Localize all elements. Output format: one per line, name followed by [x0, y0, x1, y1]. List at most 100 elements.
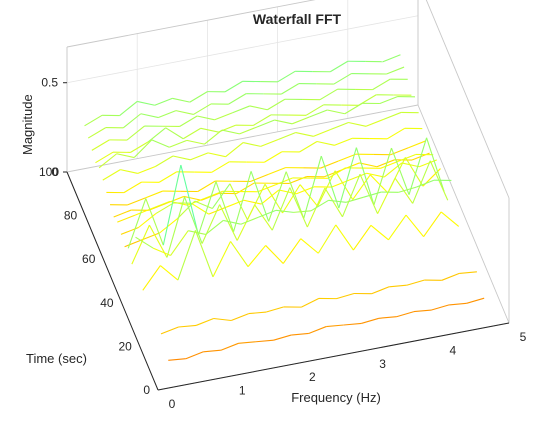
series-segment: [384, 112, 402, 119]
series-segment: [117, 215, 135, 222]
series-segment: [278, 71, 296, 81]
series-segment: [342, 174, 360, 217]
series-segment: [203, 350, 221, 352]
series-segment: [158, 111, 176, 118]
series-segment: [274, 335, 292, 340]
series-segment: [276, 210, 294, 212]
series-segment: [114, 210, 132, 217]
series-segment: [225, 81, 243, 91]
series-segment: [169, 140, 187, 147]
series-segment: [187, 140, 205, 144]
series-segment: [336, 225, 354, 250]
series-segment: [248, 245, 266, 266]
series-line: [85, 55, 401, 126]
z-tick-label: 0: [51, 165, 58, 179]
series-segment: [330, 61, 348, 71]
series-segment: [124, 182, 142, 192]
series-segment: [250, 106, 268, 110]
series-segment: [125, 240, 143, 247]
x-tick-label: 2: [309, 370, 316, 384]
series-segment: [317, 141, 335, 145]
series-segment: [127, 126, 145, 140]
series-segment: [424, 212, 442, 237]
chart-title: Waterfall FFT: [253, 11, 342, 27]
series-segment: [318, 225, 336, 253]
series-segment: [231, 241, 249, 266]
series-segment: [266, 245, 284, 263]
series-segment: [166, 128, 184, 139]
series-segment: [264, 152, 282, 162]
series-segment: [196, 319, 214, 326]
axes-box: [67, 0, 509, 390]
series-segment: [202, 205, 220, 244]
series-segment: [334, 74, 352, 84]
series-segment: [231, 314, 249, 321]
series-segment: [95, 152, 113, 162]
series-segment: [256, 340, 274, 342]
series-segment: [92, 140, 110, 150]
series-segment: [331, 122, 349, 129]
series-segment: [161, 327, 179, 334]
series-segment: [278, 133, 296, 140]
x-axis-label: Frequency (Hz): [291, 390, 381, 405]
y-axis-label: Time (sec): [26, 351, 87, 366]
series-segment: [266, 307, 284, 312]
series-segment: [353, 225, 371, 250]
series-segment: [222, 130, 240, 134]
series-segment: [123, 114, 141, 128]
series-segment: [372, 287, 390, 294]
series-segment: [449, 303, 467, 305]
series-segment: [229, 94, 247, 104]
series-segment: [195, 230, 213, 277]
series-segment: [215, 113, 233, 120]
series-segment: [244, 200, 262, 204]
series-segment: [155, 98, 173, 105]
series-segment: [141, 114, 159, 118]
series-line: [103, 112, 419, 180]
series-segment: [139, 213, 157, 227]
x-tick-label: 3: [379, 357, 386, 371]
series-segment: [441, 212, 459, 227]
axes-edge: [418, 105, 509, 323]
series-segment: [212, 162, 230, 172]
series-segment: [206, 220, 224, 234]
series-segment: [442, 273, 460, 280]
series-segment: [267, 99, 285, 109]
series-segment: [283, 239, 301, 264]
series-segment: [153, 248, 171, 255]
series-segment: [249, 312, 267, 314]
series-segment: [387, 128, 405, 138]
series-segment: [223, 220, 241, 224]
series-segment: [201, 128, 219, 132]
series-segment: [163, 165, 181, 245]
series-segment: [293, 211, 311, 213]
series-segment: [371, 225, 389, 240]
series-line: [143, 212, 459, 290]
series-segment: [336, 293, 354, 298]
series-segment: [459, 272, 477, 274]
series-segment: [346, 197, 364, 202]
series-segment: [121, 228, 139, 235]
series-segment: [173, 156, 191, 160]
series-segment: [300, 185, 318, 207]
series-segment: [241, 217, 259, 224]
series-segment: [306, 105, 324, 115]
series-segment: [243, 143, 261, 147]
series-segment: [414, 310, 432, 312]
z-axis-label: Magnitude: [20, 94, 35, 155]
series-segment: [383, 55, 401, 62]
y-tick-label: 60: [82, 252, 96, 266]
series-segment: [406, 215, 424, 237]
series-segment: [193, 104, 211, 114]
y-tick-label: 40: [100, 296, 114, 310]
series-segment: [313, 129, 331, 136]
series-segment: [380, 97, 398, 104]
axes-edge: [418, 0, 509, 198]
series-segment: [309, 327, 327, 334]
x-axis-line: [158, 323, 509, 390]
series-segment: [197, 116, 215, 120]
x-tick-label: 0: [169, 397, 176, 411]
series-segment: [120, 101, 138, 115]
